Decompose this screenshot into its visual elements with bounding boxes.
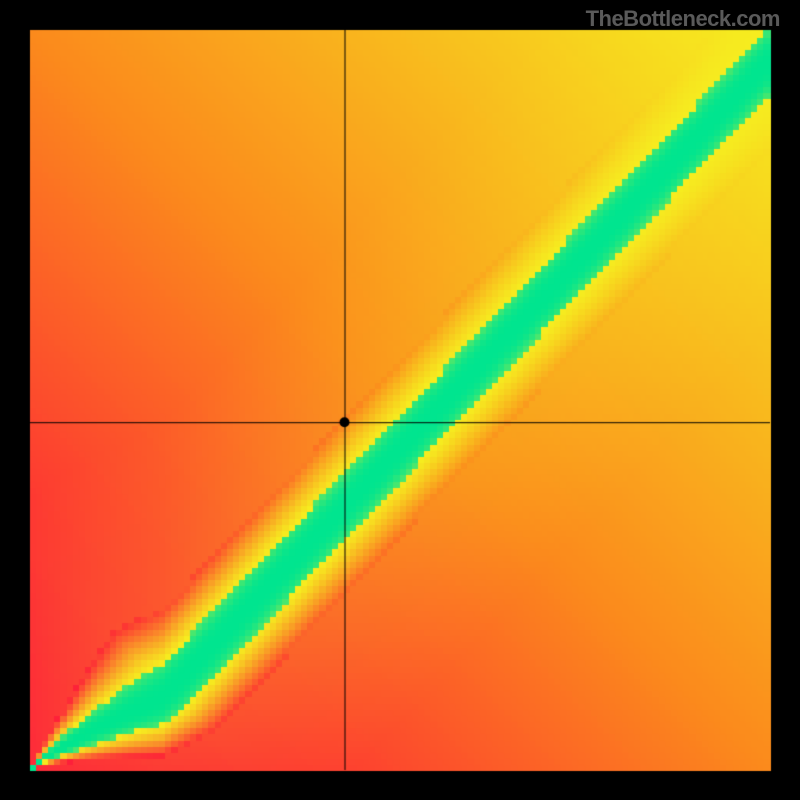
chart-container: TheBottleneck.com	[0, 0, 800, 800]
heatmap-canvas	[0, 0, 800, 800]
watermark-text: TheBottleneck.com	[586, 6, 780, 32]
